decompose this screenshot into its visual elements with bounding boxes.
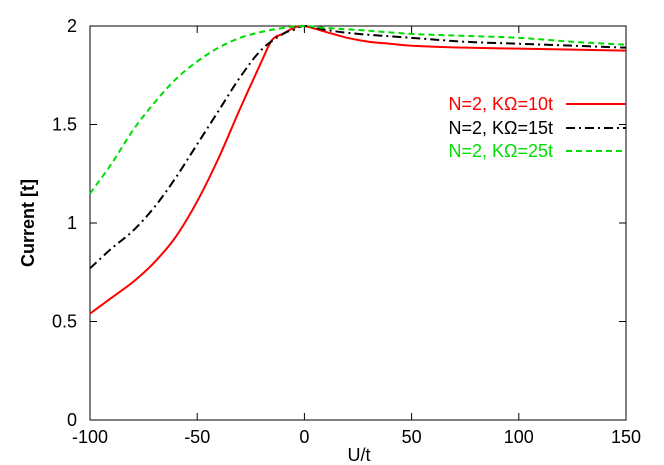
y-tick-label: 1 — [67, 213, 77, 233]
x-tick-label: -100 — [72, 427, 108, 447]
series-line-n-2-k-15t — [89, 25, 627, 270]
x-axis-ticks: -100 -50 0 50 100 150 — [72, 26, 641, 447]
y-axis-title: Current [t] — [18, 179, 38, 267]
y-tick-label: 1.5 — [52, 115, 77, 135]
x-tick-label: -50 — [184, 427, 210, 447]
legend-label: N=2, KΩ=15t — [448, 118, 553, 138]
legend-label: N=2, KΩ=10t — [448, 94, 553, 114]
series-line-n-2-k-25t — [89, 25, 627, 195]
y-axis-ticks: 0 0.5 1 1.5 2 — [52, 16, 626, 430]
legend: N=2, KΩ=10t N=2, KΩ=15t N=2, KΩ=25t — [448, 94, 626, 161]
x-axis-title: U/t — [347, 445, 370, 465]
y-tick-label: 2 — [67, 16, 77, 36]
x-tick-label: 50 — [402, 427, 422, 447]
series-line-n-2-k-10t — [89, 24, 627, 315]
legend-label: N=2, KΩ=25t — [448, 141, 553, 161]
y-tick-label: 0.5 — [52, 312, 77, 332]
x-tick-label: 0 — [299, 427, 309, 447]
x-tick-label: 100 — [504, 427, 534, 447]
series-layer — [89, 24, 627, 315]
x-tick-label: 150 — [611, 427, 641, 447]
y-tick-label: 0 — [67, 410, 77, 430]
